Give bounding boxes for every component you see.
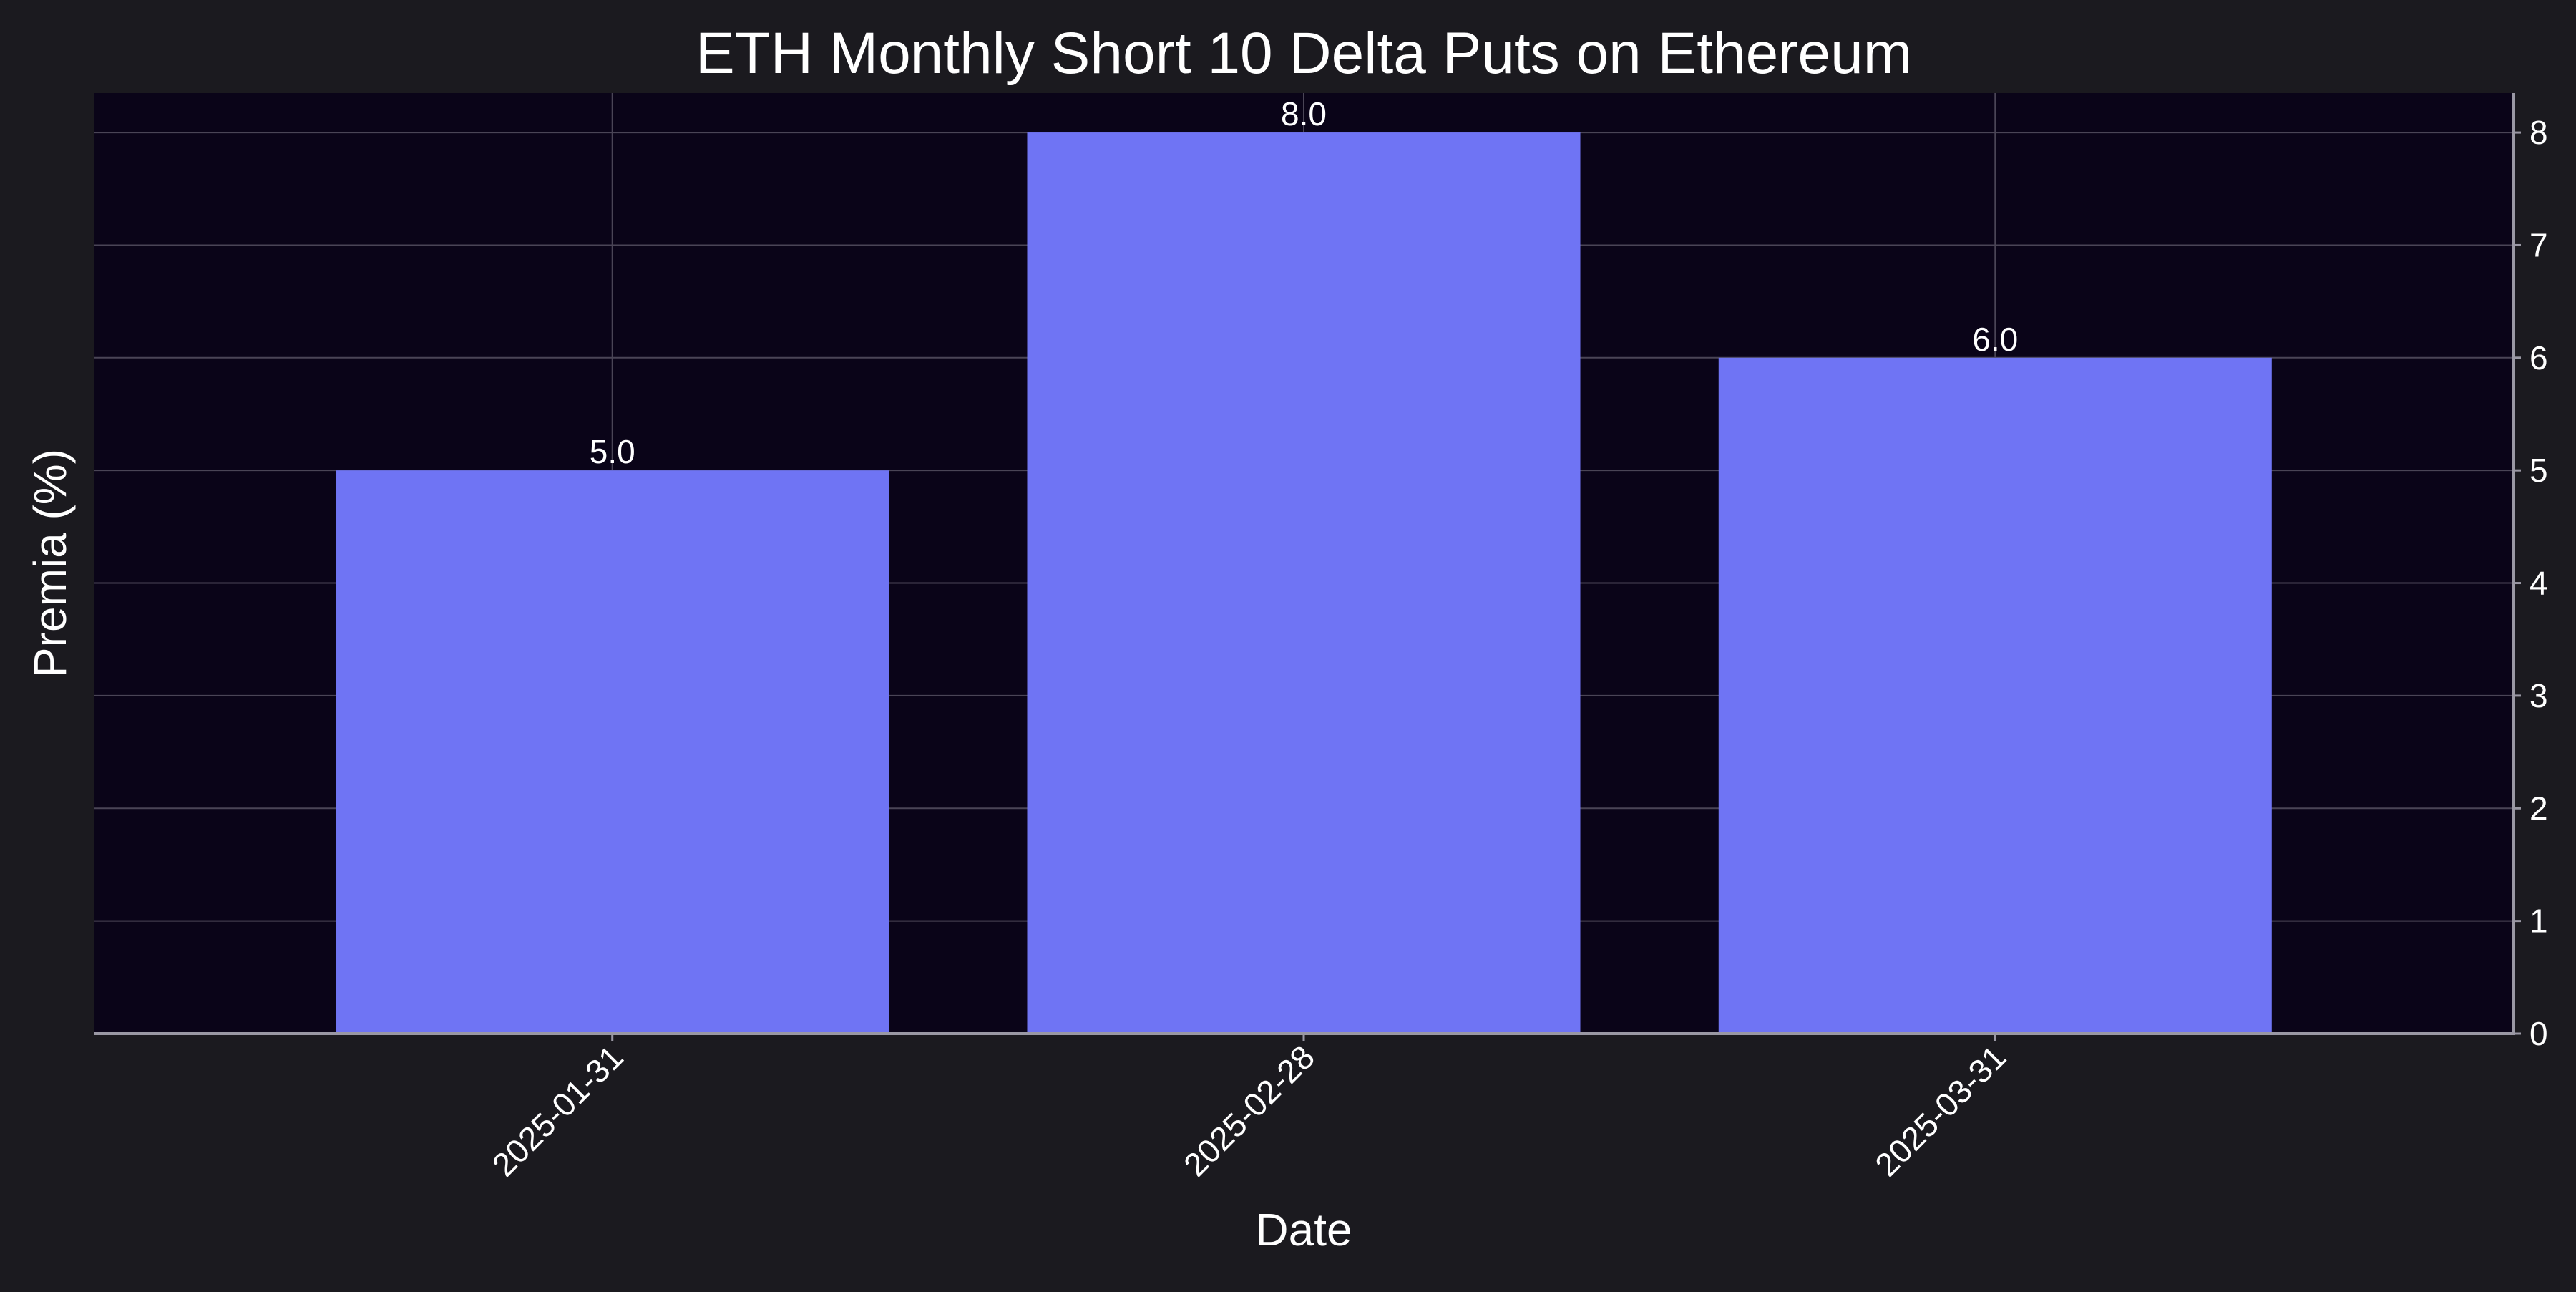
y-tick-label: 8	[2529, 114, 2548, 151]
bar	[1027, 132, 1581, 1034]
y-axis-title: Premia (%)	[24, 449, 76, 678]
y-tick-label: 7	[2529, 226, 2548, 263]
bar-value-label: 6.0	[1972, 321, 2018, 358]
data-labels: 5.0 8.0 6.0	[590, 95, 2019, 470]
bar	[1718, 357, 2272, 1034]
x-axis-title: Date	[1255, 1204, 1352, 1255]
y-tick-label: 2	[2529, 790, 2548, 827]
axes	[94, 93, 2521, 1041]
y-tick-label: 1	[2529, 903, 2548, 940]
bar-value-label: 5.0	[590, 433, 635, 470]
y-tick-label: 3	[2529, 677, 2548, 714]
bar	[336, 470, 889, 1034]
bars	[336, 132, 2272, 1034]
y-tick-label: 5	[2529, 452, 2548, 489]
y-tick-label: 4	[2529, 565, 2548, 602]
chart-title: ETH Monthly Short 10 Delta Puts on Ether…	[696, 21, 1912, 86]
y-tick-label: 6	[2529, 339, 2548, 377]
bar-value-label: 8.0	[1281, 95, 1327, 132]
y-tick-label: 0	[2529, 1015, 2548, 1052]
